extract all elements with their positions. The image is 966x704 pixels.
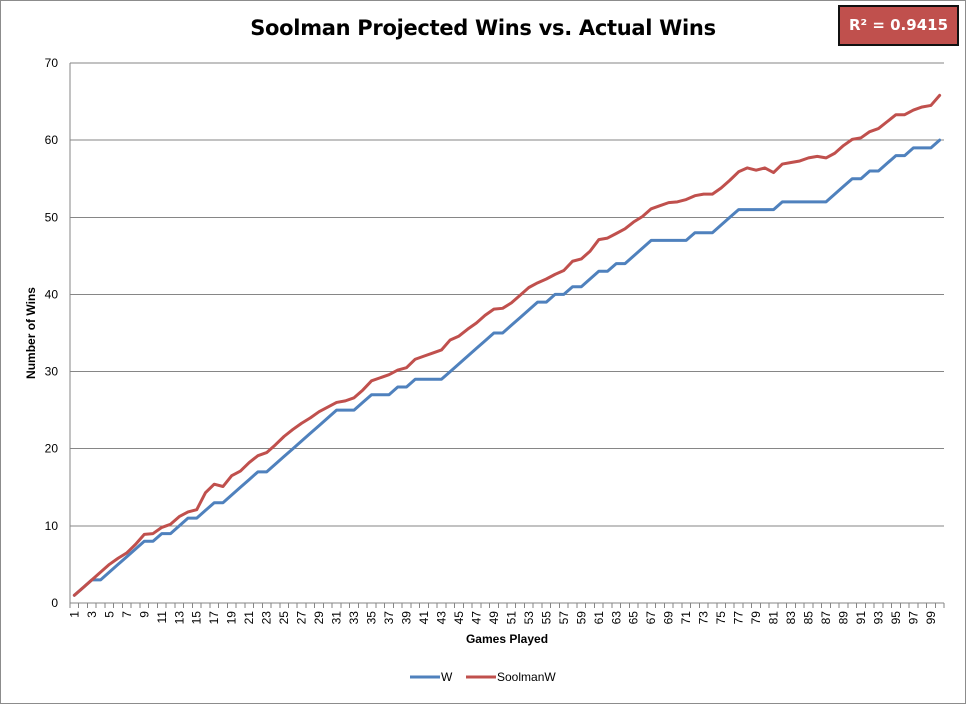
x-tick-label: 61 (592, 611, 606, 625)
x-tick-label: 21 (242, 611, 256, 625)
series-lines (72, 93, 942, 597)
y-tick-label: 40 (45, 287, 59, 301)
x-tick-label: 63 (609, 611, 623, 625)
x-tick-label: 23 (260, 611, 274, 625)
x-tick-label: 37 (382, 611, 396, 625)
x-tick-label: 11 (155, 611, 169, 624)
x-tick-label: 33 (347, 611, 361, 625)
r-squared-badge: R² = 0.9415 (838, 5, 959, 46)
x-tick-label: 49 (487, 611, 501, 625)
x-tick-label: 85 (802, 611, 816, 625)
x-tick-label: 7 (120, 611, 134, 618)
x-tick-label: 47 (469, 611, 483, 625)
gridlines (69, 62, 944, 604)
x-tick-label: 91 (854, 611, 868, 625)
x-tick-label: 39 (399, 611, 413, 625)
y-axis-ticks: 0 10 20 30 40 50 60 70 (45, 56, 59, 610)
x-tick-label: 57 (557, 611, 571, 625)
x-tick-label: 9 (137, 611, 151, 618)
x-tick-label: 51 (504, 611, 518, 625)
x-tick-label: 53 (522, 611, 536, 625)
y-axis-label: Number of Wins (24, 287, 38, 379)
y-tick-label: 20 (45, 442, 59, 456)
x-tick-label: 71 (679, 611, 693, 625)
chart-title: Soolman Projected Wins vs. Actual Wins (250, 16, 716, 40)
y-tick-label: 60 (45, 133, 59, 147)
x-tick-label: 99 (924, 611, 938, 625)
x-tick-label: 13 (172, 611, 186, 625)
x-tick-label: 5 (102, 611, 116, 618)
y-tick-label: 70 (45, 56, 59, 70)
x-tick-label: 31 (330, 611, 344, 625)
series-line-soolmanw (72, 93, 942, 597)
x-tick-label: 3 (85, 611, 99, 618)
x-tick-label: 67 (644, 611, 658, 625)
x-tick-label: 25 (277, 611, 291, 625)
x-tick-label: 73 (697, 611, 711, 625)
x-tick-label: 45 (452, 611, 466, 625)
x-tick-label: 27 (295, 611, 309, 625)
x-tick-label: 55 (539, 611, 553, 625)
x-axis-label: Games Played (466, 632, 548, 646)
x-tick-label: 59 (574, 611, 588, 625)
y-tick-label: 30 (45, 365, 59, 379)
x-tick-label: 1 (67, 611, 81, 618)
legend: W SoolmanW (410, 670, 556, 684)
x-tick-label: 95 (889, 611, 903, 625)
x-tick-label: 15 (190, 611, 204, 625)
x-tick-label: 69 (662, 611, 676, 625)
x-tick-label: 35 (365, 611, 379, 625)
x-tick-label: 97 (906, 611, 920, 625)
x-tick-label: 75 (714, 611, 728, 625)
x-tick-label: 93 (871, 611, 885, 625)
legend-label-soolmanw: SoolmanW (497, 670, 556, 684)
x-tick-label: 19 (225, 611, 239, 625)
x-tick-label: 77 (732, 611, 746, 625)
x-tick-label: 87 (819, 611, 833, 625)
y-tick-label: 10 (45, 519, 59, 533)
y-tick-label: 0 (51, 596, 58, 610)
series-line-w (72, 138, 942, 597)
legend-label-w: W (441, 670, 453, 684)
x-tick-label: 89 (836, 611, 850, 625)
y-tick-label: 50 (45, 210, 59, 224)
x-tick-label: 41 (417, 611, 431, 625)
x-tick-label: 81 (767, 611, 781, 625)
x-tick-label: 83 (784, 611, 798, 625)
x-tick-label: 17 (207, 611, 221, 625)
x-tick-label: 79 (749, 611, 763, 625)
x-axis-ticks: 1 3 5 7 9 11 13 15 17 19 21 23 25 27 29 31 33 35 37 39 41 43 4… (67, 603, 945, 625)
x-tick-label: 29 (312, 611, 326, 625)
x-tick-label: 43 (434, 611, 448, 625)
x-tick-label: 65 (627, 611, 641, 625)
